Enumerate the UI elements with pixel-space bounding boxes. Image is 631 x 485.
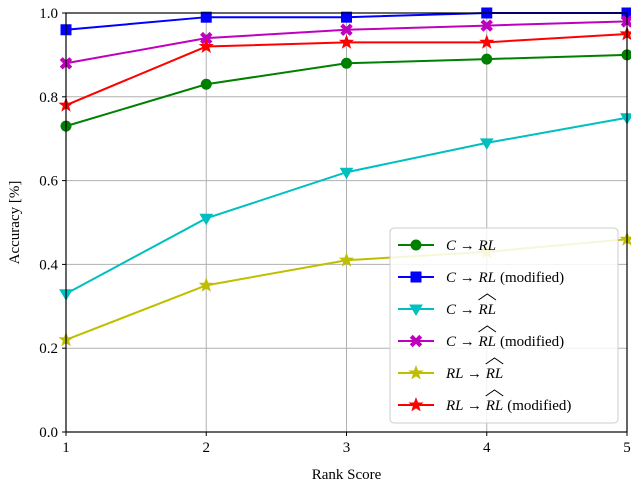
data-point [338, 252, 355, 267]
y-tick-label: 0.0 [39, 425, 58, 441]
legend-math: C → RL [446, 302, 496, 318]
legend-math: C → RL [446, 334, 496, 350]
data-point [199, 213, 214, 226]
legend-math: RL → RL [445, 398, 503, 414]
legend-marker [409, 334, 423, 348]
data-point [481, 53, 493, 65]
data-point [341, 11, 352, 23]
legend-marker [408, 397, 424, 412]
legend-label: C → RL [446, 238, 496, 254]
legend-entry: C → RL [398, 293, 497, 318]
data-point [341, 57, 352, 69]
y-tick-label: 1.0 [39, 6, 58, 22]
hat-accent [478, 293, 497, 301]
data-point [198, 277, 214, 292]
data-point [200, 11, 212, 23]
legend-label: C → RL (modified) [446, 270, 564, 286]
y-tick-label: 0.6 [39, 174, 58, 190]
x-axis-label: Rank Score [312, 467, 382, 483]
data-point [339, 167, 354, 180]
x-tick-label: 4 [483, 440, 491, 456]
data-point [340, 23, 353, 36]
legend-entry: RL → RL [398, 357, 504, 382]
x-tick-label: 5 [623, 440, 631, 456]
legend-entry: C → RL (modified) [398, 270, 564, 286]
legend-math: RL → RL [445, 366, 503, 382]
hat-accent [485, 357, 504, 365]
data-point [198, 38, 214, 53]
data-point [479, 138, 494, 150]
legend-entry: C → RL (modified) [398, 325, 564, 350]
y-axis-label: Accuracy [%] [7, 181, 23, 265]
hat-accent [478, 325, 497, 333]
y-tick-label: 0.2 [39, 341, 58, 357]
legend-suffix: (modified) [500, 270, 564, 286]
legend-label: RL → RL [445, 366, 503, 382]
data-point [480, 19, 493, 32]
data-point [200, 31, 213, 45]
legend-marker [410, 239, 422, 251]
axis-ticks: 1 2 3 4 5 0.0 0.2 0.4 0.6 0.8 1.0 [39, 6, 631, 456]
data-point [619, 26, 631, 41]
legend-label: C → RL [446, 302, 496, 318]
legend-math: C → RL [446, 238, 496, 254]
y-tick-label: 0.8 [39, 90, 58, 106]
legend-suffix: (modified) [500, 334, 564, 350]
hat-accent [485, 389, 504, 397]
legend: C → RLC → RL (modified)C → RLC → RL (modif… [389, 227, 619, 424]
y-tick-label: 0.4 [39, 257, 58, 273]
legend-marker [410, 271, 422, 283]
data-point [200, 78, 212, 90]
x-tick-label: 3 [343, 440, 351, 456]
legend-label: C → RL (modified) [446, 334, 564, 350]
series-0 [60, 49, 631, 132]
legend-math: C → RL [446, 270, 496, 286]
legend-label: RL → RL (modified) [445, 398, 571, 414]
series-5 [58, 26, 631, 112]
x-tick-label: 2 [203, 440, 211, 456]
series-3 [59, 15, 631, 70]
legend-entry: C → RL [398, 238, 496, 254]
legend-entry: RL → RL (modified) [398, 389, 571, 414]
data-point [619, 231, 631, 246]
x-tick-label: 1 [62, 440, 70, 456]
legend-suffix: (modified) [507, 398, 571, 414]
legend-marker [409, 304, 423, 316]
data-point [479, 34, 495, 49]
legend-marker [408, 365, 424, 380]
data-point [338, 34, 355, 49]
series-layer [58, 7, 631, 347]
legend-box [389, 227, 619, 424]
